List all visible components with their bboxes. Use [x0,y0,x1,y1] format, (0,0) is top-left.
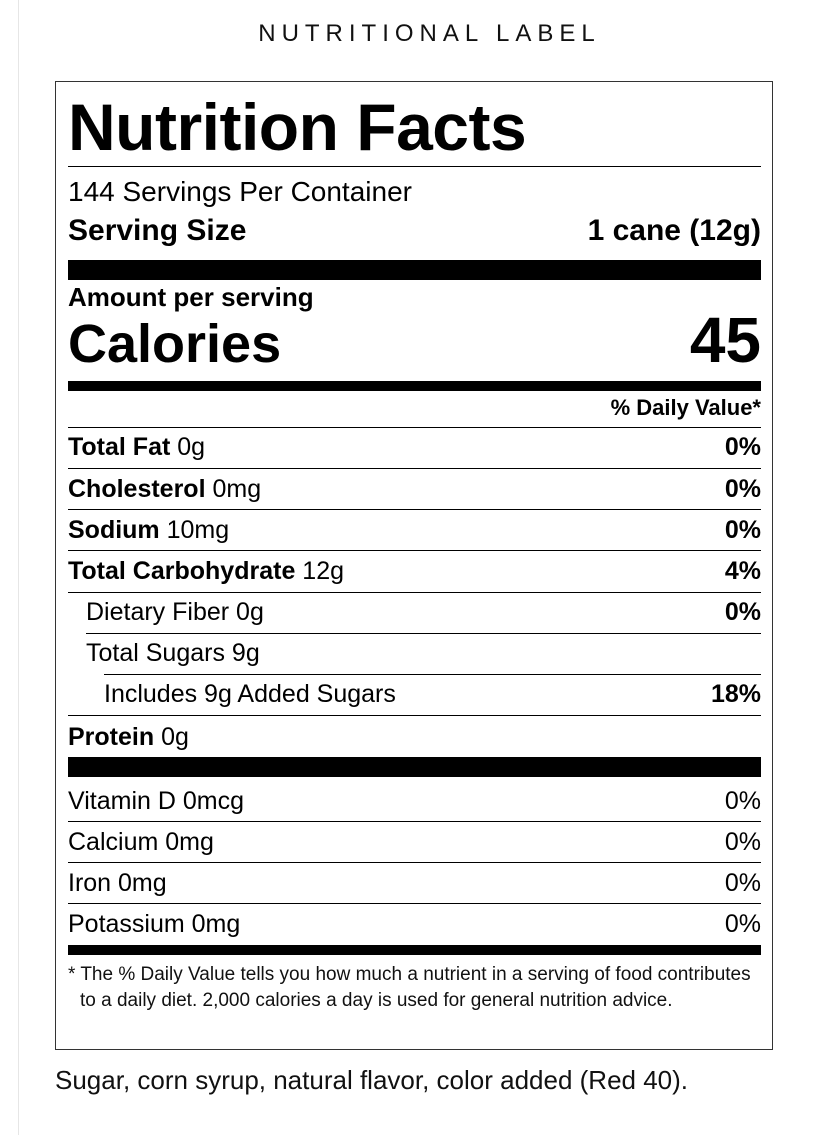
serving-size-row: Serving Size 1 cane (12g) [68,214,761,248]
nutrient-row-total-carbohydrate: Total Carbohydrate 12g 4% [68,554,761,588]
divider [104,674,761,675]
daily-value-header: % Daily Value* [610,395,761,420]
nutrient-row-added-sugars: Includes 9g Added Sugars 18% [68,677,761,711]
nutrient-name: Sodium [68,515,160,544]
nutrient-row-total-fat: Total Fat 0g 0% [68,430,761,464]
nutrition-facts-title: Nutrition Facts [68,90,527,164]
divider [68,821,761,822]
thick-divider [68,260,761,280]
vitamin-row-vitamin-d: Vitamin D 0mcg 0% [68,784,761,818]
divider [68,509,761,510]
vitamin-dv: 0% [724,786,761,815]
vitamin-name: Potassium 0mg [68,909,241,938]
nutrient-name: Cholesterol [68,474,206,503]
page-edge-line [18,0,19,1135]
vitamin-name: Vitamin D 0mcg [68,786,244,815]
divider [68,166,761,167]
vitamin-row-calcium: Calcium 0mg 0% [68,825,761,859]
nutrient-dv: 0% [724,515,761,544]
vitamin-row-iron: Iron 0mg 0% [68,866,761,900]
nutrient-amount: 0g [161,722,189,751]
nutrient-row-protein: Protein 0g [68,720,761,754]
nutrition-label: Nutrition Facts 144 Servings Per Contain… [55,81,773,1050]
nutrient-amount: 12g [302,556,345,585]
nutrient-dv: 4% [724,556,761,585]
vitamin-row-potassium: Potassium 0mg 0% [68,907,761,941]
nutrient-name: Total Sugars 9g [86,638,260,667]
nutrient-dv: 18% [710,679,761,708]
serving-size-value: 1 cane (12g) [587,214,761,247]
divider [86,633,761,634]
divider [68,468,761,469]
divider [68,550,761,551]
vitamin-name: Iron 0mg [68,868,167,897]
divider [68,903,761,904]
nutrient-name: Total Carbohydrate [68,556,296,585]
calories-label: Calories [68,314,282,374]
divider [68,427,761,428]
calories-value: 45 [689,304,761,376]
nutrient-row-sodium: Sodium 10mg 0% [68,513,761,547]
medium-divider [68,945,761,955]
nutrient-dv: 0% [724,432,761,461]
nutrient-row-cholesterol: Cholesterol 0mg 0% [68,472,761,506]
nutrient-name: Protein [68,722,155,751]
serving-size-label: Serving Size [68,214,247,247]
divider [68,592,761,593]
nutrient-row-total-sugars: Total Sugars 9g [68,636,761,670]
nutrient-name: Dietary Fiber 0g [86,597,264,626]
nutrient-dv: 0% [724,474,761,503]
nutrient-amount: 0g [177,432,206,461]
nutrient-name: Total Fat [68,432,171,461]
nutrient-amount: 0mg [212,474,262,503]
nutrient-row-dietary-fiber: Dietary Fiber 0g 0% [68,595,761,629]
nutrient-dv: 0% [724,597,761,626]
page-title: NUTRITIONAL LABEL [258,20,601,47]
ingredients-text: Sugar, corn syrup, natural flavor, color… [55,1065,689,1095]
divider [68,862,761,863]
daily-value-footnote: * The % Daily Value tells you how much a… [68,964,751,1011]
vitamin-dv: 0% [724,868,761,897]
vitamin-dv: 0% [724,827,761,856]
divider [68,715,761,716]
calories-row: Calories 45 [68,308,761,372]
nutrient-amount: 10mg [166,515,230,544]
amount-per-serving: Amount per serving [68,282,314,312]
nutrient-name: Includes 9g Added Sugars [104,679,396,708]
vitamin-name: Calcium 0mg [68,827,214,856]
servings-per-container: 144 Servings Per Container [68,176,412,207]
medium-divider [68,381,761,391]
thick-divider [68,757,761,777]
vitamin-dv: 0% [724,909,761,938]
